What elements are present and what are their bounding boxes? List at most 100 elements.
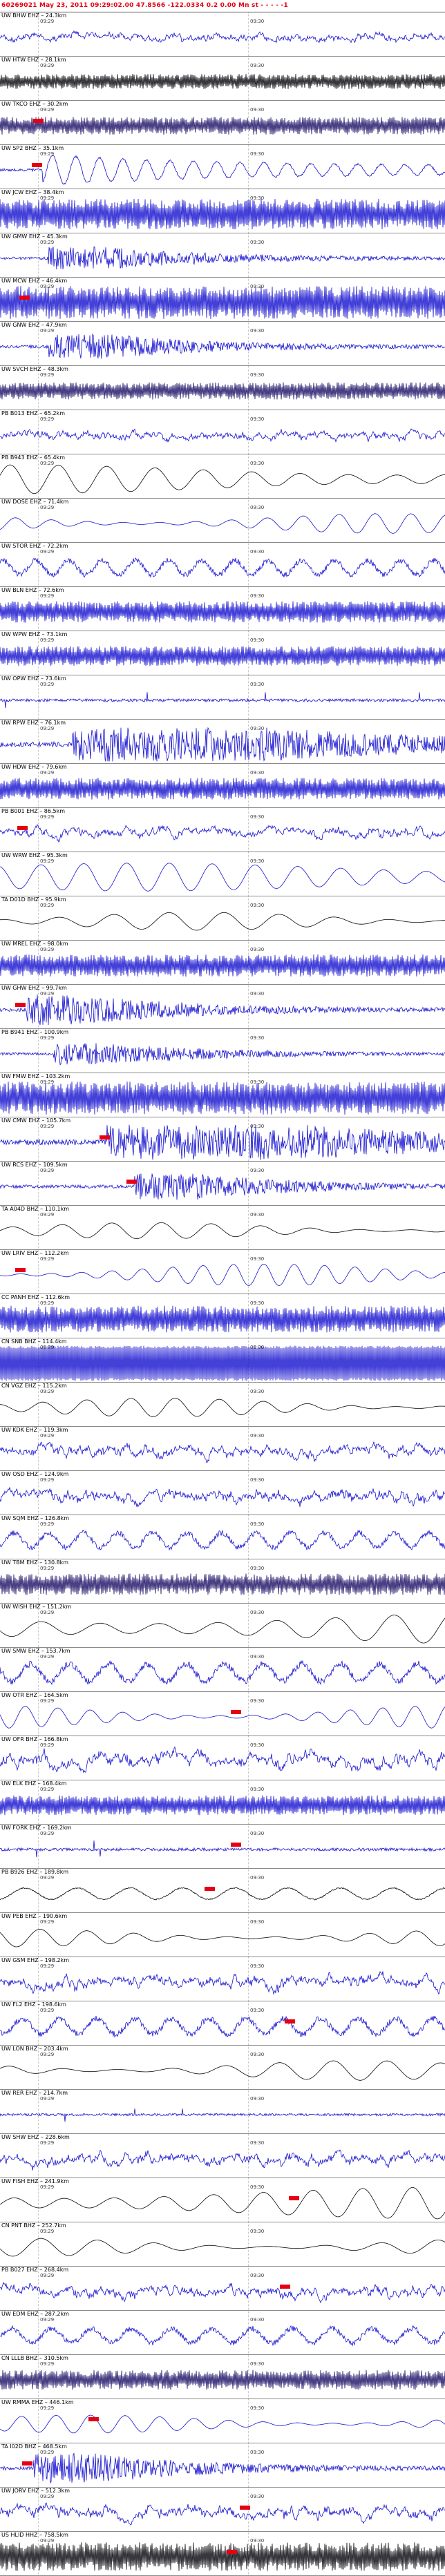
trace-row[interactable]: 09:29 09:30 UW LON BHZ – 203.4km bbox=[0, 2046, 445, 2090]
station-label: UW LON BHZ – 203.4km bbox=[1, 2046, 68, 2052]
trace-row[interactable]: 09:29 09:30 UW HDW EHZ – 79.6km bbox=[0, 764, 445, 808]
trace-row[interactable]: 09:29 09:30 UW GHW EHZ – 99.7km bbox=[0, 985, 445, 1029]
time-gridline bbox=[38, 1913, 39, 1957]
waveform-trace bbox=[0, 2452, 445, 2484]
pick-marker[interactable] bbox=[231, 1843, 241, 1847]
trace-row[interactable]: 09:29 09:30 UW SP2 BHZ – 35.1km bbox=[0, 145, 445, 189]
trace-row[interactable]: 09:29 09:30 UW RCS EHZ – 109.5km bbox=[0, 1162, 445, 1206]
pick-marker[interactable] bbox=[15, 1268, 26, 1272]
time-gridline bbox=[248, 1250, 249, 1294]
trace-row[interactable]: 09:29 09:30 PB B941 EHZ – 100.9km bbox=[0, 1029, 445, 1073]
trace-row[interactable]: 09:29 09:30 UW WRW EHZ – 95.3km bbox=[0, 852, 445, 896]
trace-row[interactable]: 09:29 09:30 CN PNT BHZ – 252.7km bbox=[0, 2222, 445, 2267]
trace-row[interactable]: 09:29 09:30 UW FORK EHZ – 169.2km bbox=[0, 1825, 445, 1869]
trace-row[interactable]: 09:29 09:30 UW RPW EHZ – 76.1km bbox=[0, 720, 445, 764]
trace-row[interactable]: 09:29 09:30 UW EDM EHZ – 287.2km bbox=[0, 2311, 445, 2355]
trace-row[interactable]: 09:29 09:30 TA I02D BHZ – 468.5km bbox=[0, 2443, 445, 2488]
trace-row[interactable]: 09:29 09:30 UW SQM EHZ – 126.8km bbox=[0, 1515, 445, 1559]
station-label: PB B941 EHZ – 100.9km bbox=[1, 1029, 69, 1035]
time-tick-label: 09:29 bbox=[40, 2405, 55, 2411]
trace-row[interactable]: 09:29 09:30 UW HTW EHZ – 28.1km bbox=[0, 57, 445, 101]
pick-marker[interactable] bbox=[205, 1887, 215, 1891]
trace-row[interactable]: 09:29 09:30 UW LRIV EHZ – 112.2km bbox=[0, 1250, 445, 1294]
station-label: CN SNB BHZ – 114.4km bbox=[1, 1338, 67, 1345]
trace-row[interactable]: 09:29 09:30 PB B027 EHZ – 268.4km bbox=[0, 2267, 445, 2311]
waveform-trace bbox=[0, 778, 445, 800]
pick-marker[interactable] bbox=[88, 2417, 99, 2421]
pick-marker[interactable] bbox=[289, 2196, 299, 2200]
time-gridline bbox=[248, 2090, 249, 2133]
trace-row[interactable]: 09:29 09:30 UW DOSE EHZ – 71.4km bbox=[0, 499, 445, 543]
trace-row[interactable]: 09:29 09:30 UW GMW EHZ – 45.3km bbox=[0, 233, 445, 278]
time-gridline bbox=[248, 2001, 249, 2045]
pick-marker[interactable] bbox=[227, 2550, 237, 2554]
trace-row[interactable]: 09:29 09:30 US HLID HHZ – 758.5km bbox=[0, 2532, 445, 2576]
pick-marker[interactable] bbox=[126, 1180, 137, 1184]
trace-row[interactable]: 09:29 09:30 UW GNW EHZ – 47.9km bbox=[0, 322, 445, 366]
trace-row[interactable]: 09:29 09:30 UW KDK EHZ – 119.3km bbox=[0, 1427, 445, 1471]
trace-row[interactable]: 09:29 09:30 UW BHW EHZ – 24.3km bbox=[0, 12, 445, 57]
trace-row[interactable]: 09:29 09:30 UW RMMA EHZ – 446.1km bbox=[0, 2399, 445, 2443]
trace-row[interactable]: 09:29 09:30 UW FMW EHZ – 103.2km bbox=[0, 1073, 445, 1117]
time-tick-label: 09:29 bbox=[40, 1124, 55, 1129]
pick-marker[interactable] bbox=[33, 119, 44, 123]
pick-marker[interactable] bbox=[15, 1003, 26, 1007]
trace-row[interactable]: 09:29 09:30 UW OFR BHZ – 166.8km bbox=[0, 1736, 445, 1780]
time-tick-label: 09:30 bbox=[250, 461, 265, 466]
trace-row[interactable]: 09:29 09:30 UW MCW EHZ – 46.4km bbox=[0, 278, 445, 322]
time-tick-label: 09:30 bbox=[250, 1787, 265, 1792]
trace-row[interactable]: 09:29 09:30 UW WISH EHZ – 151.2km bbox=[0, 1604, 445, 1648]
trace-row[interactable]: 09:29 09:30 PB B926 EHZ – 189.8km bbox=[0, 1869, 445, 1913]
trace-row[interactable]: 09:29 09:30 UW FL2 EHZ – 198.6km bbox=[0, 2001, 445, 2046]
pick-marker[interactable] bbox=[22, 2461, 32, 2466]
trace-row[interactable]: 09:29 09:30 UW STOR EHZ – 72.2km bbox=[0, 543, 445, 587]
trace-row[interactable]: 09:29 09:30 UW TBM EHZ – 130.8km bbox=[0, 1559, 445, 1604]
trace-row[interactable]: 09:29 09:30 UW BLN EHZ – 72.6km bbox=[0, 587, 445, 631]
trace-row[interactable]: 09:29 09:30 PB B001 EHZ – 86.5km bbox=[0, 808, 445, 852]
trace-row[interactable]: 09:29 09:30 TA D01D BHZ – 95.9km bbox=[0, 896, 445, 941]
trace-row[interactable]: 09:29 09:30 PB B013 EHZ – 65.2km bbox=[0, 410, 445, 454]
trace-row[interactable]: 09:29 09:30 UW SMW EHZ – 153.7km bbox=[0, 1648, 445, 1692]
pick-marker[interactable] bbox=[100, 1135, 110, 1140]
trace-row[interactable]: 09:29 09:30 UW MREL EHZ – 98.0km bbox=[0, 941, 445, 985]
trace-row[interactable]: 09:29 09:30 UW JCW EHZ – 38.4km bbox=[0, 189, 445, 233]
trace-row[interactable]: 09:29 09:30 TA A04D BHZ – 110.1km bbox=[0, 1206, 445, 1250]
waveform-trace bbox=[0, 1970, 445, 1995]
trace-row[interactable]: 09:29 09:30 UW TKCO EHZ – 30.2km bbox=[0, 101, 445, 145]
trace-row[interactable]: 09:29 09:30 UW SHW EHZ – 228.6km bbox=[0, 2134, 445, 2178]
trace-row[interactable]: 09:29 09:30 CN SNB BHZ – 114.4km bbox=[0, 1338, 445, 1383]
trace-row[interactable]: 09:29 09:30 UW WPW EHZ – 73.1km bbox=[0, 631, 445, 675]
time-tick-label: 09:29 bbox=[40, 2140, 55, 2146]
time-gridline bbox=[248, 1471, 249, 1515]
pick-marker[interactable] bbox=[240, 2506, 250, 2510]
trace-row[interactable]: 09:29 09:30 UW FISH EHZ – 241.9km bbox=[0, 2178, 445, 2222]
pick-marker[interactable] bbox=[17, 826, 28, 830]
trace-row[interactable]: 09:29 09:30 UW PEB EHZ – 190.6km bbox=[0, 1913, 445, 1957]
time-gridline bbox=[38, 1515, 39, 1559]
pick-marker[interactable] bbox=[231, 1710, 241, 1714]
trace-row[interactable]: 09:29 09:30 PB B943 EHZ – 65.4km bbox=[0, 454, 445, 499]
pick-marker[interactable] bbox=[32, 163, 42, 167]
waveform-trace bbox=[0, 1795, 445, 1816]
trace-row[interactable]: 09:29 09:30 UW OTR EHZ – 164.5km bbox=[0, 1692, 445, 1736]
time-gridline bbox=[248, 808, 249, 852]
trace-row[interactable]: 09:29 09:30 UW SVCH EHZ – 48.3km bbox=[0, 366, 445, 410]
pick-marker[interactable] bbox=[285, 2019, 295, 2024]
trace-row[interactable]: 09:29 09:30 UW OPW EHZ – 73.6km bbox=[0, 675, 445, 720]
trace-row[interactable]: 09:29 09:30 UW RER EHZ – 214.7km bbox=[0, 2090, 445, 2134]
trace-row[interactable]: 09:29 09:30 UW OSD EHZ – 124.9km bbox=[0, 1471, 445, 1515]
time-tick-label: 09:29 bbox=[40, 195, 55, 201]
trace-row[interactable]: 09:29 09:30 UW JORV EHZ – 512.3km bbox=[0, 2488, 445, 2532]
pick-marker[interactable] bbox=[19, 296, 30, 300]
trace-row[interactable]: 09:29 09:30 CN VGZ EHZ – 115.2km bbox=[0, 1383, 445, 1427]
trace-row[interactable]: 09:29 09:30 CN LLLB BHZ – 310.5km bbox=[0, 2355, 445, 2399]
trace-row[interactable]: 09:29 09:30 UW CMW EHZ – 105.7km bbox=[0, 1117, 445, 1162]
time-gridline bbox=[38, 1206, 39, 1249]
trace-row[interactable]: 09:29 09:30 UW ELK EHZ – 168.4km bbox=[0, 1780, 445, 1825]
waveform-trace bbox=[0, 646, 445, 666]
trace-row[interactable]: 09:29 09:30 CC PANH EHZ – 112.6km bbox=[0, 1294, 445, 1338]
time-gridline bbox=[38, 322, 39, 365]
pick-marker[interactable] bbox=[280, 2285, 290, 2289]
time-tick-label: 09:30 bbox=[250, 903, 265, 908]
trace-row[interactable]: 09:29 09:30 UW GSM EHZ – 198.2km bbox=[0, 1957, 445, 2001]
